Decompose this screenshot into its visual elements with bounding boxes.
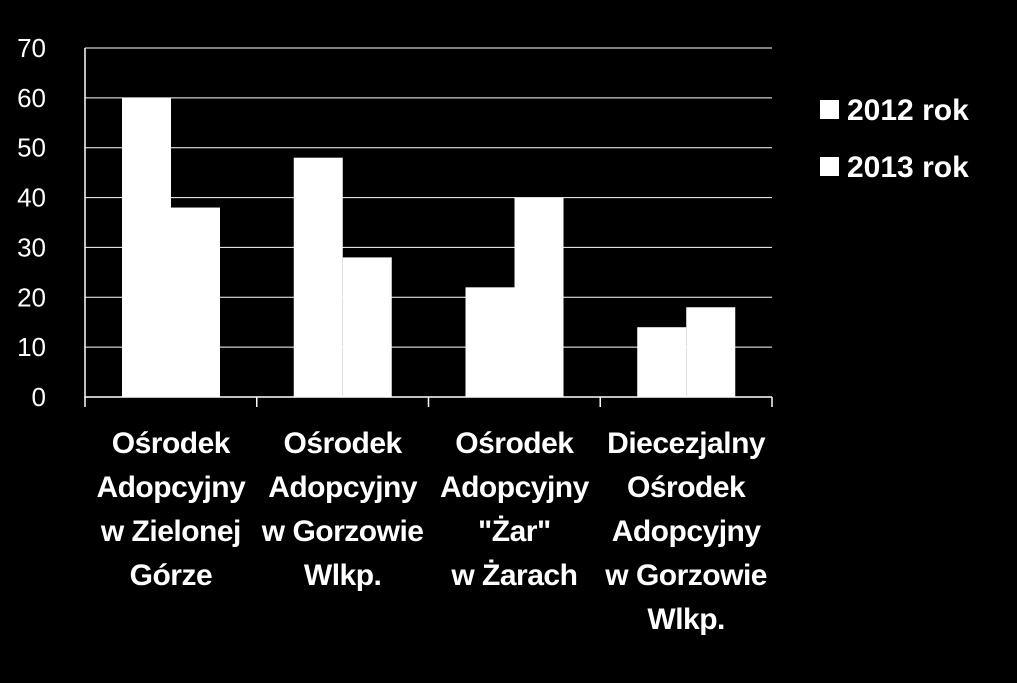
x-category-label: Adopcyjny [440,471,590,504]
bar [171,207,220,397]
x-category-label: Adopcyjny [268,471,418,504]
legend-label: 2013 rok [847,151,969,184]
bar [122,97,171,397]
axes [84,48,773,407]
x-category-label: Ośrodek [455,427,574,460]
bar [514,197,564,397]
bar [465,287,515,397]
labels: 0 10 20 30 40 50 60 70 Ośrodek Adopcyjny w Zielone… [17,33,767,636]
y-tick-label: 60 [17,83,46,113]
legend: 2012 rok 2013 rok [820,94,969,184]
x-category-label: Wlkp. [304,559,382,592]
x-category-label: w Gorzowie [604,559,767,592]
x-category-label: Diecezjalny [607,427,766,460]
y-tick-label: 0 [32,382,46,412]
legend-label: 2012 rok [847,94,969,127]
bar [342,257,392,397]
x-category-label: Ośrodek [112,427,231,460]
x-category-label: "Żar" [478,515,551,548]
x-category-label: Wlkp. [647,603,725,636]
x-category-label: Adopcyjny [96,471,246,504]
y-tick-label: 50 [17,133,46,163]
y-tick-label: 20 [17,282,46,312]
legend-swatch [820,157,839,176]
y-tick-label: 40 [17,183,46,213]
x-category-label: Adopcyjny [612,515,762,548]
legend-swatch [820,100,839,119]
x-category-label: Ośrodek [627,471,746,504]
bar [637,327,687,397]
y-tick-label: 70 [17,33,46,63]
x-category-label: Górze [130,559,213,592]
bar [686,307,736,397]
bar [293,157,343,397]
bars [122,97,736,397]
x-category-label: w Żarach [450,559,577,592]
x-category-label: w Gorzowie [261,515,424,548]
y-tick-label: 30 [17,232,46,262]
x-category-label: Ośrodek [284,427,403,460]
x-category-label: w Zielonej [100,515,241,548]
y-tick-label: 10 [17,332,46,362]
